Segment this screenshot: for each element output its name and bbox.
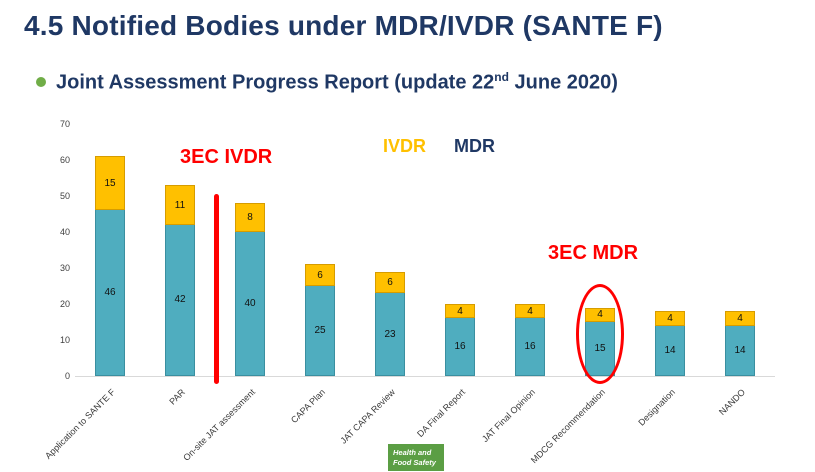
y-axis-tick-label: 30 <box>59 263 70 273</box>
ivdr-segment: 6 <box>305 264 335 286</box>
ivdr-segment: 15 <box>95 156 125 211</box>
mdr-segment: 40 <box>235 232 265 376</box>
mdr-segment: 14 <box>725 325 755 376</box>
ivdr-segment: 11 <box>165 185 195 225</box>
ivdr-value-label: 6 <box>317 269 323 281</box>
ivdr-segment: 6 <box>375 271 405 294</box>
legend-mdr-label: MDR <box>454 136 496 156</box>
annotation-mdr-circle <box>576 284 624 384</box>
mdr-value-label: 23 <box>384 328 396 340</box>
annotation-3ec-ivdr-label: 3EC IVDR <box>180 146 273 168</box>
y-axis-tick-label: 40 <box>59 227 70 237</box>
y-axis-tick-label: 0 <box>64 371 70 381</box>
mdr-segment: 16 <box>515 318 545 376</box>
mdr-value-label: 25 <box>314 325 326 336</box>
mdr-value-label: 16 <box>524 341 536 353</box>
subtitle-text-end: June 2020) <box>508 71 618 94</box>
plot-area: 15 46 11 42 8 40 6 25 6 23 4 16 4 16 4 15 4 14 4 14 <box>75 125 775 377</box>
annotation-ivdr-divider-line <box>214 194 219 384</box>
mdr-value-label: 16 <box>454 341 466 353</box>
ivdr-value-label: 4 <box>667 312 673 324</box>
page-title: 4.5 Notified Bodies under MDR/IVDR (SANT… <box>24 10 663 41</box>
mdr-segment: 23 <box>375 293 405 376</box>
badge-line2: Food Safety <box>393 457 436 467</box>
subtitle-row: Joint Assessment Progress Report (update… <box>36 70 618 95</box>
legend-ivdr-label: IVDR <box>383 136 427 156</box>
ivdr-segment: 4 <box>655 311 685 326</box>
subtitle-text: Joint Assessment Progress Report (update… <box>56 71 495 94</box>
stacked-bar: 4 14 <box>655 311 685 376</box>
stacked-bar: 4 16 <box>445 304 475 376</box>
stacked-bar: 8 40 <box>235 203 265 376</box>
ivdr-value-label: 4 <box>457 305 463 317</box>
y-axis-tick-label: 70 <box>59 119 70 129</box>
mdr-value-label: 42 <box>174 294 186 306</box>
ivdr-value-label: 11 <box>174 199 186 211</box>
stacked-bar: 4 16 <box>515 304 545 376</box>
subtitle-ordinal: nd <box>494 70 509 84</box>
mdr-value-label: 14 <box>664 344 676 356</box>
ivdr-value-label: 8 <box>247 212 253 224</box>
ivdr-value-label: 15 <box>104 177 116 189</box>
mdr-segment: 42 <box>165 224 195 376</box>
mdr-segment: 46 <box>95 210 125 376</box>
bullet-icon <box>36 77 46 88</box>
stacked-bar: 4 14 <box>725 311 755 376</box>
ivdr-value-label: 4 <box>737 312 743 324</box>
stacked-bar: 11 42 <box>165 185 195 376</box>
annotation-3ec-mdr-label: 3EC MDR <box>548 242 639 264</box>
stacked-bar: 6 23 <box>375 271 405 376</box>
y-axis-tick-label: 10 <box>59 335 70 345</box>
mdr-segment: 25 <box>305 286 335 376</box>
badge-line1: Health and <box>393 448 432 458</box>
mdr-value-label: 14 <box>734 344 746 356</box>
mdr-value-label: 46 <box>104 287 116 299</box>
y-axis-tick-label: 50 <box>59 191 70 201</box>
ivdr-segment: 4 <box>725 311 755 326</box>
mdr-segment: 14 <box>655 325 685 376</box>
y-axis-tick-label: 20 <box>59 299 70 309</box>
ivdr-segment: 4 <box>445 304 475 319</box>
ivdr-segment: 4 <box>515 304 545 319</box>
stacked-bar: 6 25 <box>305 264 335 376</box>
chart: 15 46 11 42 8 40 6 25 6 23 4 16 4 16 4 15 4 14 4 14 IVDR MD… <box>0 112 815 472</box>
chart-subtitle: Joint Assessment Progress Report (update… <box>56 70 618 95</box>
stacked-bar: 15 46 <box>95 156 125 376</box>
ivdr-value-label: 6 <box>387 276 393 288</box>
ivdr-segment: 8 <box>235 203 265 232</box>
y-axis-tick-label: 60 <box>59 155 70 165</box>
ivdr-value-label: 4 <box>527 305 533 317</box>
mdr-segment: 16 <box>445 318 475 376</box>
health-food-safety-badge: Health and Food Safety <box>388 444 444 471</box>
chart-legend: IVDR MDR <box>383 136 495 157</box>
mdr-value-label: 40 <box>244 298 256 309</box>
x-axis-category-label: Application to SANTE F <box>43 387 118 461</box>
